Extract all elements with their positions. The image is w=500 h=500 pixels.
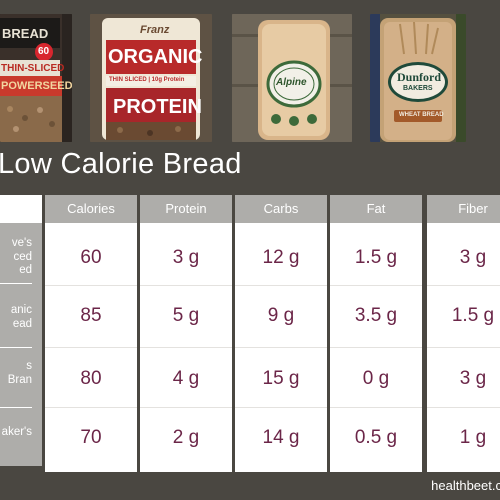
table-cell: 60 [80,247,102,268]
alpine-bread-image [232,14,352,142]
dunford-brand-text: Dunford [397,70,442,84]
franz-bread-photo: Franz ORGANIC THIN SLICED | 10g Protein … [90,14,212,142]
table-cell: 14 g [262,427,300,448]
column-body: 3 g 1.5 g 3 g 1 g [427,223,500,472]
table-cell: 1.5 g [354,247,398,268]
column-header-fiber: Fiber [427,195,500,223]
row-divider [235,347,327,348]
table-cell: 80 [80,368,102,389]
table-cell: 3 g [459,368,487,389]
row-divider [140,285,232,286]
column-fiber: Fiber 3 g 1.5 g 3 g 1 g [427,195,500,472]
table-cell: 5 g [172,305,200,326]
row-divider [427,347,500,348]
row-divider [330,347,422,348]
table-cell: 0.5 g [354,427,398,448]
row-label-column: ve's ced ed anic ead s Bran aker's [0,195,42,466]
product-photo-strip: BREAD 60 THIN-SLICED POWERSEED Franz ORG… [0,0,500,150]
franz-thin-sliced-text: THIN SLICED | 10g Protein [109,77,185,83]
franz-protein-text: PROTEIN [113,96,202,118]
table-cell: 2 g [172,427,200,448]
row-label-3: s Bran [7,360,32,386]
franz-organic-text: ORGANIC [108,46,203,68]
row-divider [330,407,422,408]
row-label-body: ve's ced ed anic ead s Bran aker's [0,223,42,466]
row-label-4: aker's [1,426,32,438]
dunford-bakers-text: BAKERS [403,85,433,92]
table-cell: 4 g [172,368,200,389]
daves-thin-sliced-text: THIN-SLICED [1,63,65,74]
table-cell: 1 g [459,427,487,448]
daves-bread-photo: BREAD 60 THIN-SLICED POWERSEED [0,14,72,142]
table-cell: 9 g [267,305,295,326]
page-title: Low Calorie Bread [0,148,242,180]
alpine-brand-text: Alpine [276,77,307,88]
table-cell: 3.5 g [354,305,398,326]
row-divider [235,285,327,286]
row-label-divider [0,283,32,284]
row-label-1: ve's ced ed [11,237,32,276]
row-label-divider [0,407,32,408]
row-label-divider [0,347,32,348]
row-divider [427,285,500,286]
row-divider [140,407,232,408]
daves-bread-image [0,14,72,142]
column-fat: Fat 1.5 g 3.5 g 0 g 0.5 g [330,195,422,472]
table-cell: 12 g [262,247,300,268]
column-calories: Calories 60 85 80 70 [45,195,137,472]
daves-calorie-badge: 60 [38,46,50,57]
daves-brand-text: BREAD [2,26,49,41]
row-divider [45,347,137,348]
column-header-calories: Calories [45,195,137,223]
column-header-carbs: Carbs [235,195,327,223]
row-divider [235,407,327,408]
row-divider [45,285,137,286]
row-label-2: anic ead [10,304,32,330]
dunford-bread-image [370,14,466,142]
site-watermark: healthbeet.c [431,478,500,493]
table-cell: 1.5 g [451,305,495,326]
table-cell: 15 g [262,368,300,389]
column-header-fat: Fat [330,195,422,223]
column-body: 3 g 5 g 4 g 2 g [140,223,232,472]
franz-brand-text: Franz [140,24,170,36]
column-protein: Protein 3 g 5 g 4 g 2 g [140,195,232,472]
dunford-bread-photo: Dunford BAKERS WHEAT BREAD [370,14,466,142]
column-body: 1.5 g 3.5 g 0 g 0.5 g [330,223,422,472]
table-cell: 85 [80,305,102,326]
table-cell: 3 g [172,247,200,268]
column-body: 60 85 80 70 [45,223,137,472]
row-divider [140,347,232,348]
row-label-header [0,195,42,223]
column-carbs: Carbs 12 g 9 g 15 g 14 g [235,195,327,472]
table-cell: 70 [80,427,102,448]
row-divider [427,407,500,408]
franz-bread-image [90,14,212,142]
daves-powerseed-text: POWERSEED [1,80,72,92]
alpine-bread-photo: Alpine [232,14,352,142]
table-cell: 3 g [459,247,487,268]
table-cell: 0 g [362,368,390,389]
column-body: 12 g 9 g 15 g 14 g [235,223,327,472]
dunford-variety-text: WHEAT BREAD [399,112,444,118]
row-divider [45,407,137,408]
column-header-protein: Protein [140,195,232,223]
row-divider [330,285,422,286]
